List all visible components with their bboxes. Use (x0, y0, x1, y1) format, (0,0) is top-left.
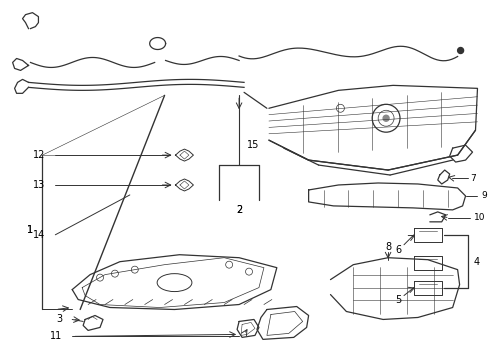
Text: 12: 12 (33, 150, 45, 160)
Text: 2: 2 (236, 205, 242, 215)
Circle shape (382, 115, 388, 121)
Text: 14: 14 (33, 230, 45, 240)
Text: 8: 8 (384, 242, 390, 252)
Text: 13: 13 (33, 180, 45, 190)
Text: 2: 2 (236, 205, 242, 215)
Text: 1: 1 (27, 225, 34, 235)
Text: 4: 4 (472, 257, 479, 267)
Text: 3: 3 (56, 314, 62, 324)
Text: 6: 6 (394, 245, 400, 255)
Text: 1: 1 (27, 225, 34, 235)
Text: 5: 5 (394, 294, 400, 305)
Text: 11: 11 (50, 332, 62, 341)
Circle shape (457, 48, 463, 54)
Text: 10: 10 (472, 213, 484, 222)
Text: 15: 15 (246, 140, 259, 150)
Text: 7: 7 (469, 174, 475, 183)
Text: 9: 9 (481, 192, 486, 201)
